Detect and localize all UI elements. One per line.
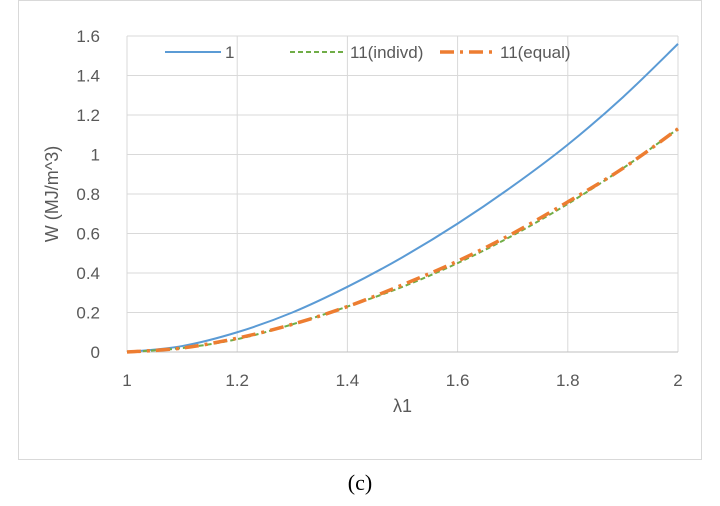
- legend: 1 11(indivd) 11(equal): [165, 43, 571, 62]
- y-tick-label: 0.8: [76, 185, 100, 204]
- x-tick-label: 2: [673, 371, 682, 390]
- chart-frame: [18, 0, 702, 460]
- series-line-2: [126, 128, 679, 353]
- y-tick-label: 1: [91, 146, 100, 165]
- gridlines: [126, 35, 679, 353]
- series-line-1: [126, 43, 679, 353]
- legend-label-2: 11(indivd): [350, 43, 423, 62]
- y-tick-label: 0.6: [76, 225, 100, 244]
- x-axis-title: λ1: [393, 396, 412, 416]
- panel-caption: (c): [347, 470, 373, 495]
- y-tick-label: 0.2: [76, 304, 100, 323]
- x-tick-label: 1.4: [336, 371, 360, 390]
- y-tick-label: 0: [91, 343, 100, 362]
- axes: 0 0.2 0.4 0.6 0.8 1 1.2 1.4 1.6 1 1.2 1.4 1.6 1.8 2: [76, 27, 682, 390]
- y-axis-title: W (MJ/m^3): [42, 146, 62, 242]
- y-tick-label: 1.4: [76, 67, 100, 86]
- legend-label-1: 1: [225, 43, 234, 62]
- legend-label-3: 11(equal): [500, 43, 571, 62]
- series-line-3: [126, 127, 680, 354]
- x-tick-label: 1.8: [556, 371, 580, 390]
- x-tick-label: 1.2: [225, 371, 249, 390]
- series-lines: [126, 43, 680, 354]
- x-tick-label: 1.6: [446, 371, 470, 390]
- y-tick-label: 1.2: [76, 106, 100, 125]
- y-tick-label: 1.6: [76, 27, 100, 46]
- x-tick-label: 1: [122, 371, 131, 390]
- y-tick-label: 0.4: [76, 264, 100, 283]
